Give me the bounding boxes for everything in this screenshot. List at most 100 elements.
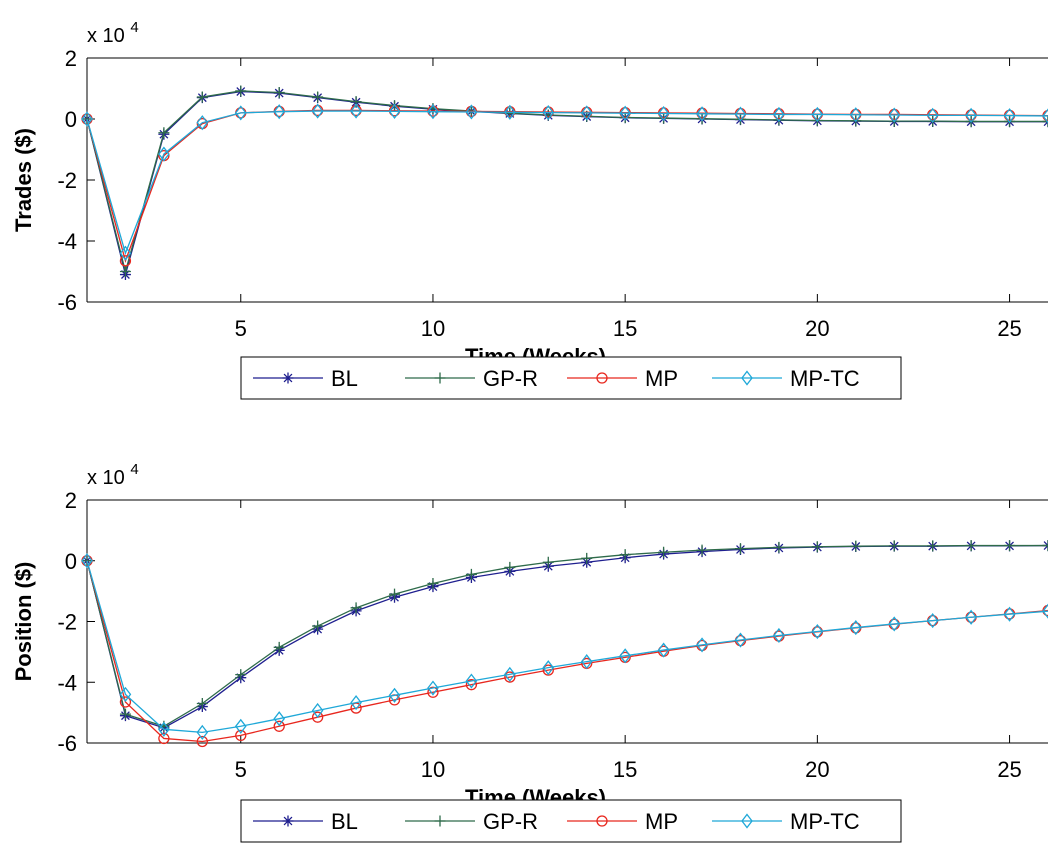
trades-point-mp-tc: [350, 103, 362, 119]
trades-point-gp-r: [734, 113, 746, 125]
trades-point-mp-tc: [811, 106, 824, 122]
trades-point-mp-tc: [696, 106, 708, 122]
trades-point-mp-tc: [158, 146, 170, 162]
position-point-gp-r: [542, 556, 554, 568]
trades-legend-marker-mp: [596, 372, 608, 384]
position-point-gp-r: [235, 669, 247, 681]
position-point-mp-tc: [388, 687, 401, 703]
trades-x-tick-label: 25: [997, 316, 1021, 341]
position-point-gp-r: [350, 602, 362, 614]
position-point-gp-r: [658, 546, 670, 558]
trades-legend-label-mp-tc: MP-TC: [790, 366, 860, 391]
trades-y-axis-label: Trades ($): [11, 128, 36, 232]
position-point-gp-r: [389, 588, 401, 600]
position-point-mp-tc: [273, 711, 286, 727]
trades-point-gp-r: [312, 91, 324, 103]
position-point-mp: [504, 671, 516, 683]
position-y-tick-label: 2: [65, 488, 77, 513]
trades-point-gp-r: [235, 85, 247, 97]
trades-y-tick-label: 0: [65, 107, 77, 132]
trades-y-multiplier: x 10 4: [87, 19, 139, 47]
position-point-mp-tc: [311, 702, 324, 719]
position-point-mp: [119, 696, 132, 708]
trades-series-group: [81, 85, 1048, 281]
position-series-line-mp: [86, 560, 1048, 743]
trades-legend: BL GP-R MP MP-TC: [240, 356, 902, 400]
trades-point-mp-tc: [81, 111, 93, 127]
position-point-mp-tc: [119, 686, 132, 702]
position-y-tick-label: -6: [57, 731, 77, 756]
trades-y-tick-label: -6: [57, 290, 77, 315]
trades-point-mp-tc: [1003, 108, 1016, 124]
position-point-gp-r: [196, 698, 208, 710]
position-legend-label-mp-tc: MP-TC: [790, 809, 860, 834]
trades-point-mp-tc: [1042, 108, 1048, 124]
position-legend-label-bl: BL: [331, 809, 358, 834]
position-point-mp: [311, 711, 324, 723]
position-point-gp-r: [965, 540, 977, 552]
position-point-mp: [465, 679, 478, 691]
position-y-multiplier: x 10 4: [87, 461, 139, 489]
trades-series-line-mp-tc: [86, 110, 1048, 256]
position-legend-label-gp-r: GP-R: [483, 809, 538, 834]
position-point-gp-r: [850, 540, 862, 552]
position-point-mp: [196, 735, 208, 748]
position-y-tick-label: -4: [57, 670, 77, 695]
position-point-gp-r: [773, 541, 785, 553]
position-y-tick-label: 0: [65, 549, 77, 574]
position-y-tick-label: -2: [57, 610, 77, 635]
position-point-gp-r: [1004, 540, 1016, 552]
trades-point-mp-tc: [273, 104, 286, 120]
position-x-tick-label: 10: [421, 757, 445, 782]
position-point-mp: [427, 686, 439, 698]
position-point-mp-tc: [734, 632, 747, 648]
trades-y-tick-label: -2: [57, 168, 77, 193]
trades-y-multiplier-exponent: 4: [130, 19, 138, 36]
trades-series-line-mp: [86, 109, 1048, 263]
trades-point-mp-tc: [234, 105, 247, 121]
trades-legend-label-mp: MP: [645, 366, 678, 391]
position-legend-label-mp: MP: [645, 809, 678, 834]
trades-point-gp-r: [273, 86, 285, 98]
trades-x-tick-label: 15: [613, 316, 637, 341]
position-point-gp-r: [465, 568, 477, 580]
position-point-gp-r: [888, 540, 900, 552]
trades-point-mp-tc: [734, 106, 747, 122]
position-point-gp-r: [619, 549, 631, 561]
position-point-gp-r: [119, 708, 131, 720]
trades-series-line-gp-r: [86, 90, 1048, 275]
trades-point-mp-tc: [849, 107, 862, 123]
position-y-axis-label: Position ($): [11, 562, 36, 682]
position-point-gp-r: [927, 540, 939, 552]
position-point-mp-tc: [542, 660, 555, 676]
trades-point-mp-tc: [926, 107, 939, 123]
position-y-multiplier-base: x 10: [87, 467, 125, 489]
trades-point-mp-tc: [657, 105, 670, 122]
trades-series-line-bl: [86, 90, 1048, 278]
position-legend: BL GP-R MP MP-TC: [240, 799, 902, 843]
position-point-gp-r: [504, 561, 516, 573]
position-point-mp-tc: [888, 616, 901, 632]
position-series-line-mp-tc: [86, 560, 1048, 734]
position-point-mp-tc: [81, 553, 93, 569]
position-point-mp-tc: [196, 724, 209, 740]
position-x-tick-label: 5: [235, 757, 247, 782]
trades-point-gp-r: [119, 266, 131, 277]
trades-y-tick-label: -4: [57, 229, 77, 254]
position-point-mp: [235, 729, 247, 742]
position-point-mp-tc: [1042, 603, 1048, 619]
position-legend-marker-gp-r: [434, 815, 446, 827]
trades-x-tick-label: 20: [805, 316, 829, 341]
trades-point-mp-tc: [619, 105, 631, 121]
position-series-group: [81, 540, 1048, 748]
position-point-mp-tc: [234, 718, 247, 734]
position-point-mp-tc: [811, 623, 824, 640]
trades-point-gp-r: [196, 91, 208, 103]
trades-point-mp-tc: [504, 104, 516, 120]
position-point-mp-tc: [926, 613, 939, 629]
trades-y-multiplier-base: x 10: [87, 25, 125, 47]
position-point-mp-tc: [696, 637, 708, 653]
position-point-mp-tc: [657, 642, 670, 658]
trades-point-mp-tc: [773, 106, 785, 122]
position-x-tick-label: 15: [613, 757, 637, 782]
